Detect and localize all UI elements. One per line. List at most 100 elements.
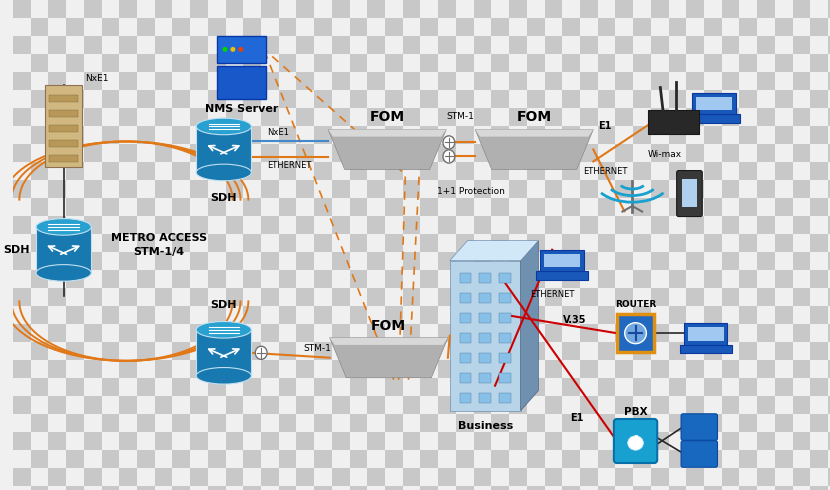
Bar — [740, 450, 757, 468]
Bar — [368, 252, 385, 270]
Bar — [385, 90, 403, 108]
Bar — [403, 144, 421, 162]
Bar — [722, 0, 740, 18]
Bar — [668, 126, 686, 144]
Bar — [681, 178, 697, 207]
Bar — [154, 0, 173, 18]
Bar — [474, 396, 491, 414]
Bar — [775, 450, 793, 468]
Bar — [499, 272, 510, 283]
Bar — [226, 216, 243, 234]
Bar — [474, 288, 491, 306]
Bar — [828, 360, 830, 378]
Bar — [438, 0, 456, 18]
FancyBboxPatch shape — [647, 110, 699, 133]
Bar — [491, 342, 509, 360]
Bar — [562, 342, 580, 360]
Bar — [137, 414, 154, 432]
Bar — [66, 486, 84, 490]
Bar — [368, 396, 385, 414]
Bar — [740, 162, 757, 180]
Bar — [31, 18, 48, 36]
Bar — [775, 54, 793, 72]
Bar — [793, 288, 810, 306]
Text: ETHERNET: ETHERNET — [267, 161, 311, 171]
Bar — [101, 414, 120, 432]
Bar — [509, 108, 527, 126]
Bar — [740, 18, 757, 36]
Bar — [66, 270, 84, 288]
Bar — [226, 72, 243, 90]
Bar — [456, 18, 474, 36]
Bar — [793, 396, 810, 414]
Bar — [810, 126, 828, 144]
Bar — [562, 306, 580, 324]
Bar — [208, 234, 226, 252]
Bar — [828, 468, 830, 486]
Bar — [403, 360, 421, 378]
Bar — [421, 162, 438, 180]
Polygon shape — [330, 338, 448, 378]
Bar — [615, 72, 633, 90]
Bar — [137, 198, 154, 216]
Bar — [810, 270, 828, 288]
Bar — [527, 378, 544, 396]
Bar — [651, 432, 668, 450]
Polygon shape — [450, 241, 539, 261]
Bar — [154, 396, 173, 414]
Bar — [154, 468, 173, 486]
Bar — [775, 126, 793, 144]
Bar — [438, 360, 456, 378]
Text: NxE1: NxE1 — [267, 128, 289, 138]
Bar — [828, 252, 830, 270]
Bar — [810, 234, 828, 252]
Bar — [31, 342, 48, 360]
Bar — [279, 270, 296, 288]
Bar — [279, 450, 296, 468]
Bar — [261, 216, 279, 234]
Bar — [828, 108, 830, 126]
Bar — [243, 234, 261, 252]
Bar — [349, 270, 368, 288]
Bar — [66, 414, 84, 432]
Bar — [421, 198, 438, 216]
Bar — [509, 324, 527, 342]
Bar — [757, 396, 775, 414]
Bar — [775, 342, 793, 360]
Bar — [474, 216, 491, 234]
Bar — [793, 432, 810, 450]
Bar — [261, 432, 279, 450]
Bar — [527, 342, 544, 360]
Bar — [474, 72, 491, 90]
Bar — [332, 108, 349, 126]
Bar — [226, 36, 243, 54]
Bar — [633, 18, 651, 36]
Text: SDH: SDH — [211, 193, 237, 202]
Bar — [757, 252, 775, 270]
Bar — [509, 180, 527, 198]
Bar — [154, 288, 173, 306]
Bar — [368, 108, 385, 126]
Bar — [456, 126, 474, 144]
Bar — [120, 360, 137, 378]
Bar — [775, 486, 793, 490]
Text: SDH: SDH — [211, 300, 237, 310]
Bar — [190, 144, 208, 162]
Bar — [332, 252, 349, 270]
Bar — [315, 414, 332, 432]
Bar — [261, 144, 279, 162]
Bar — [651, 216, 668, 234]
Bar — [438, 432, 456, 450]
FancyBboxPatch shape — [217, 66, 266, 99]
Bar — [704, 450, 722, 468]
Bar — [48, 288, 66, 306]
Bar — [704, 126, 722, 144]
Bar — [580, 288, 598, 306]
Bar — [651, 396, 668, 414]
Bar — [562, 414, 580, 432]
Ellipse shape — [443, 150, 455, 163]
Bar — [208, 162, 226, 180]
Bar — [226, 360, 243, 378]
Text: FOM: FOM — [369, 110, 405, 124]
Bar — [66, 234, 84, 252]
